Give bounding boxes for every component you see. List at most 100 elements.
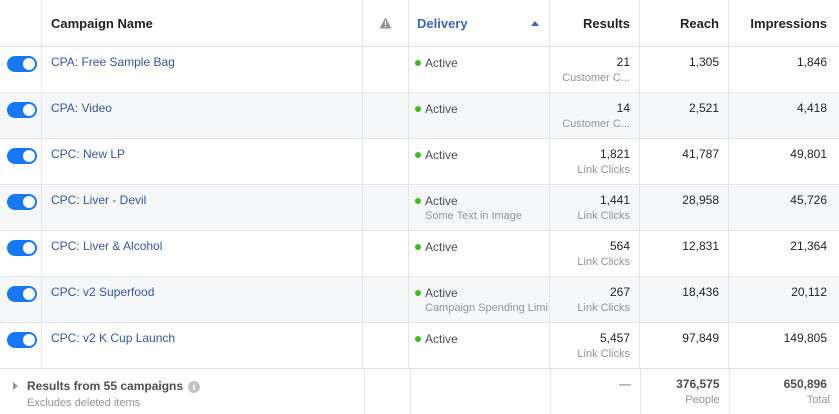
table-row[interactable]: CPC: Liver & Alcohol Active 564 Link Clicks…	[0, 231, 839, 277]
active-dot-icon	[415, 152, 421, 158]
info-icon[interactable]: i	[188, 381, 201, 393]
results-value: 5,457	[599, 331, 630, 345]
reach-value: 1,305	[688, 55, 719, 69]
campaign-toggle[interactable]	[7, 102, 37, 118]
delivery-status-text: Active	[425, 194, 458, 208]
impressions-value: 1,846	[796, 55, 827, 69]
header-impressions-label: Impressions	[750, 15, 827, 31]
results-type: Link Clicks	[577, 256, 630, 268]
impressions-cell: 45,726	[729, 185, 839, 230]
summary-results-cell: —	[551, 369, 641, 414]
warning-cell	[363, 139, 409, 184]
toggle-cell	[0, 47, 42, 92]
warning-cell	[363, 231, 409, 276]
impressions-value: 45,726	[790, 193, 827, 207]
active-dot-icon	[415, 106, 421, 112]
header-delivery-label: Delivery	[417, 15, 468, 31]
reach-cell: 1,305	[640, 47, 729, 92]
results-value: 1,821	[599, 147, 630, 161]
reach-value: 97,849	[682, 331, 719, 345]
name-cell: CPC: Liver - Devil	[42, 185, 363, 230]
campaign-toggle[interactable]	[7, 56, 37, 72]
summary-name-cell: Results from 55 campaigns i Excludes dele…	[0, 369, 366, 414]
reach-value: 28,958	[682, 193, 719, 207]
summary-delivery-cell	[411, 369, 552, 414]
header-warning-col[interactable]	[363, 0, 409, 46]
delivery-cell: Active	[409, 93, 550, 138]
table-row[interactable]: CPC: v2 Superfood Active Campaign Spending…	[0, 277, 839, 323]
campaign-name-link[interactable]: CPC: New LP	[51, 147, 126, 161]
results-cell: 267 Link Clicks	[550, 277, 640, 322]
delivery-status-text: Active	[425, 240, 458, 254]
campaign-name-link[interactable]: CPC: v2 Superfood	[51, 285, 155, 299]
reach-cell: 97,849	[640, 323, 729, 368]
impressions-value: 20,112	[791, 285, 827, 299]
header-reach[interactable]: Reach	[640, 0, 729, 46]
name-cell: CPA: Video	[42, 93, 363, 138]
impressions-value: 49,801	[790, 147, 827, 161]
summary-impressions-cell: 650,896 Total	[730, 369, 839, 414]
campaign-name-link[interactable]: CPC: Liver & Alcohol	[51, 239, 163, 253]
header-campaign-name-label: Campaign Name	[51, 15, 153, 31]
results-cell: 1,441 Link Clicks	[550, 185, 640, 230]
campaign-toggle[interactable]	[7, 286, 37, 302]
sort-ascending-icon	[531, 20, 539, 26]
delivery-status-text: Active	[425, 56, 458, 70]
warning-icon	[379, 17, 392, 29]
results-cell: 564 Link Clicks	[550, 231, 640, 276]
reach-cell: 41,787	[640, 139, 729, 184]
reach-value: 12,831	[682, 239, 719, 253]
expand-caret-icon[interactable]	[13, 382, 18, 390]
delivery-status-detail: Some Text in Image	[425, 210, 523, 222]
impressions-cell: 4,418	[729, 93, 839, 138]
delivery-status-text: Active	[425, 332, 458, 346]
header-delivery[interactable]: Delivery	[409, 0, 550, 46]
impressions-value: 4,418	[796, 101, 827, 115]
impressions-cell: 149,805	[729, 323, 839, 368]
toggle-cell	[0, 185, 42, 230]
name-cell: CPC: New LP	[42, 139, 363, 184]
table-header: Campaign Name Delivery Results Reach Imp…	[0, 0, 839, 47]
summary-row: Results from 55 campaigns i Excludes dele…	[0, 368, 839, 414]
results-value: 564	[609, 239, 630, 253]
summary-results: —	[618, 377, 631, 391]
campaign-toggle[interactable]	[7, 332, 37, 348]
summary-warning-cell	[365, 369, 412, 414]
table-row[interactable]: CPC: v2 K Cup Launch Active 5,457 Link Clic…	[0, 323, 839, 369]
name-cell: CPC: Liver & Alcohol	[42, 231, 363, 276]
table-row[interactable]: CPC: Liver - Devil Active Some Text in Ima…	[0, 185, 839, 231]
delivery-status: Active Campaign Spending Limi	[415, 286, 549, 314]
campaign-name-link[interactable]: CPA: Free Sample Bag	[51, 55, 175, 69]
name-cell: CPC: v2 Superfood	[42, 277, 363, 322]
campaign-name-link[interactable]: CPC: Liver - Devil	[51, 193, 147, 207]
reach-cell: 18,436	[640, 277, 729, 322]
warning-cell	[363, 93, 409, 138]
results-cell: 1,821 Link Clicks	[550, 139, 640, 184]
impressions-value: 21,364	[790, 239, 827, 253]
campaign-toggle[interactable]	[7, 148, 37, 164]
reach-value: 2,521	[688, 101, 719, 115]
delivery-status: Active	[415, 332, 549, 348]
delivery-status: Active	[415, 148, 549, 164]
campaign-name-link[interactable]: CPA: Video	[51, 101, 112, 115]
warning-cell	[363, 277, 409, 322]
results-cell: 5,457 Link Clicks	[550, 323, 640, 368]
delivery-status-detail: Campaign Spending Limi	[425, 302, 548, 314]
header-impressions[interactable]: Impressions	[729, 0, 839, 46]
delivery-status-text: Active	[425, 148, 458, 162]
reach-value: 18,436	[682, 285, 719, 299]
table-row[interactable]: CPA: Free Sample Bag Active 21 Customer C..…	[0, 47, 839, 93]
results-type: Customer C...	[562, 118, 630, 130]
header-campaign-name[interactable]: Campaign Name	[42, 0, 363, 46]
warning-cell	[363, 323, 409, 368]
campaign-toggle[interactable]	[7, 240, 37, 256]
table-row[interactable]: CPA: Video Active 14 Customer C... 2,521 4,41…	[0, 93, 839, 139]
campaign-toggle[interactable]	[7, 194, 37, 210]
impressions-cell: 1,846	[729, 47, 839, 92]
summary-reach: 376,575	[676, 377, 720, 391]
campaign-name-link[interactable]: CPC: v2 K Cup Launch	[51, 331, 176, 345]
header-results[interactable]: Results	[550, 0, 640, 46]
reach-cell: 28,958	[640, 185, 729, 230]
table-row[interactable]: CPC: New LP Active 1,821 Link Clicks 41,787 4…	[0, 139, 839, 185]
